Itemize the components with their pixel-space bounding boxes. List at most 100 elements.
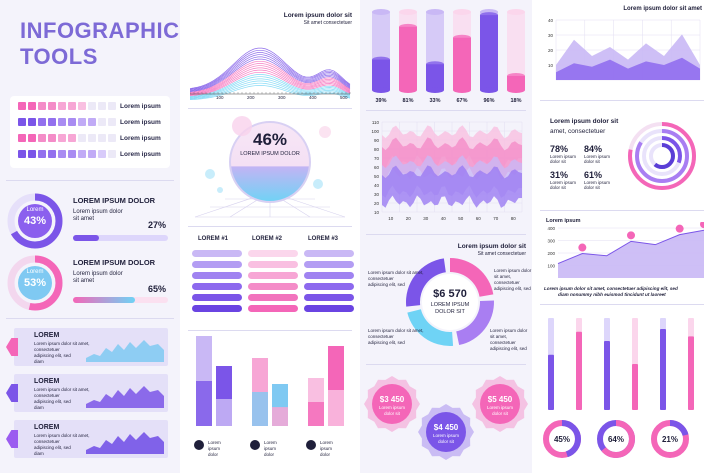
wave-line (190, 85, 351, 100)
x-tick-label: 50 (458, 216, 464, 221)
cylinder-label: 81% (402, 98, 413, 104)
stat-text: dolor sit (550, 185, 566, 190)
column-1: INFOGRAPHIC TOOLS Lorem ipsum Lorem ipsu… (0, 0, 180, 473)
tab-text: consectetuer (34, 393, 60, 398)
tab-title: LOREM (34, 332, 60, 339)
list-pill (192, 305, 242, 312)
square-cell (68, 102, 76, 110)
wave-line (190, 74, 351, 97)
wave-line (190, 52, 351, 91)
bar-label: dolor (264, 452, 275, 457)
bar-inner (328, 390, 344, 426)
stat-value: 31% (550, 170, 569, 180)
square-cell (68, 134, 76, 142)
ring1-progress-track (73, 235, 168, 241)
stat-text: Lorem ipsum (584, 154, 611, 159)
x-tick-label: 70 (493, 216, 499, 221)
donut-subtitle: Sit amet consectetuer (477, 251, 526, 257)
wave-title: Lorem ipsum dolor sit (283, 12, 352, 19)
list-pill (304, 305, 354, 312)
list-pill (304, 250, 354, 257)
ring1-title: LOREM IPSUM DOLOR (73, 196, 156, 205)
small-donut (597, 420, 635, 458)
ring2-title: LOREM IPSUM DOLOR (73, 258, 156, 267)
square-cell (78, 150, 86, 158)
ring2-desc: Lorem ipsum dolor (73, 271, 123, 277)
wave-line (190, 82, 351, 100)
stat-value: 78% (550, 144, 569, 154)
cylinder-fill-cap (453, 34, 471, 41)
square-cell (28, 134, 36, 142)
square-cell (78, 134, 86, 142)
bar-icon (194, 440, 204, 450)
tab-mini-area (86, 340, 164, 362)
band-area-chart: 110 100 90 80 70 60 50 40 30 20 10 10 20 30 40 50 60 70 80 (371, 120, 523, 221)
grouped-bar-chart (196, 336, 344, 426)
square-cell (78, 118, 86, 126)
square-cell (108, 118, 116, 126)
bar-label: Lorem (320, 440, 333, 445)
donut-note: Lorem ipsum dolor sit amet, consectetuer a… (368, 328, 424, 345)
tab-arrow (6, 384, 18, 402)
square-cell (58, 118, 66, 126)
cylinder-label: 67% (456, 98, 467, 104)
y-tick-label: 50 (374, 174, 380, 179)
donut-hole (422, 274, 478, 330)
page-title: INFOGRAPHIC TOOLS (20, 18, 180, 69)
wave-line (190, 56, 351, 92)
stat-value: 84% (584, 144, 603, 154)
square-cell (58, 102, 66, 110)
square-cell (88, 150, 96, 158)
stat-text: Lorem ipsum (550, 154, 577, 159)
wave-tick-label: 100 (216, 95, 224, 100)
cylinder-base (507, 87, 525, 93)
cylinder-fill-cap (372, 56, 390, 63)
y-tick-label: 90 (374, 138, 380, 143)
cylinder-fill (453, 37, 471, 90)
tab-title: LOREM (34, 378, 60, 385)
square-cell (48, 150, 56, 158)
area-title: Lorem ipsum dolor sit amet (623, 6, 702, 12)
cylinder-label: 33% (429, 98, 440, 104)
tab-mini-area (86, 386, 164, 408)
x-tick-label: 60 (476, 216, 482, 221)
line-marker (578, 243, 587, 252)
list-pill (248, 294, 298, 301)
bar-label: dolor (320, 452, 331, 457)
y-tick-label: 110 (372, 120, 380, 125)
wave-line (190, 58, 351, 93)
donut-note: Lorem ipsum dolor sit amet, consectetuer a… (490, 328, 528, 351)
wave-line (190, 54, 351, 91)
y-tick-label: 10 (548, 63, 554, 68)
vertical-progress-bars (548, 318, 694, 410)
row-label: Lorem ipsum (120, 103, 161, 110)
square-cell (58, 134, 66, 142)
list-header: LOREM #1 (198, 236, 229, 242)
small-donut-fill (543, 420, 581, 458)
donut-note: Lorem ipsum dolor sit amet, consectetuer a… (494, 268, 532, 291)
badge-inner (426, 412, 466, 452)
list-pill (192, 283, 242, 290)
list-header: LOREM #3 (308, 236, 339, 242)
stats-card: Lorem ipsum dolor sit amet, consectetuer… (542, 108, 702, 204)
square-cell (88, 118, 96, 126)
cylinder-fill-cap (480, 12, 498, 19)
cylinder-bar-chart: 39% 81% 33% 67% 96% 18% (372, 9, 525, 104)
progress-fill (576, 331, 582, 410)
badge-text: dolor sit (492, 411, 508, 416)
list-pill (304, 272, 354, 279)
ring2-desc: sit amet (73, 278, 95, 284)
list-pill (248, 283, 298, 290)
cylinder-cap (372, 9, 390, 15)
wave-tick-label: 200 (247, 95, 255, 100)
wave-tick-label: 400 (309, 95, 317, 100)
square-cell (108, 150, 116, 158)
square-cell (28, 118, 36, 126)
badge-text: dolor sit (438, 439, 454, 444)
line-note: Lorem ipsum dolor sit amet, consectetuer… (544, 286, 678, 291)
bar-inner (216, 399, 232, 426)
y-tick-label: 20 (548, 48, 554, 53)
sphere-grid (194, 116, 346, 218)
square-cell (108, 134, 116, 142)
tab-title: LOREM (34, 424, 60, 431)
